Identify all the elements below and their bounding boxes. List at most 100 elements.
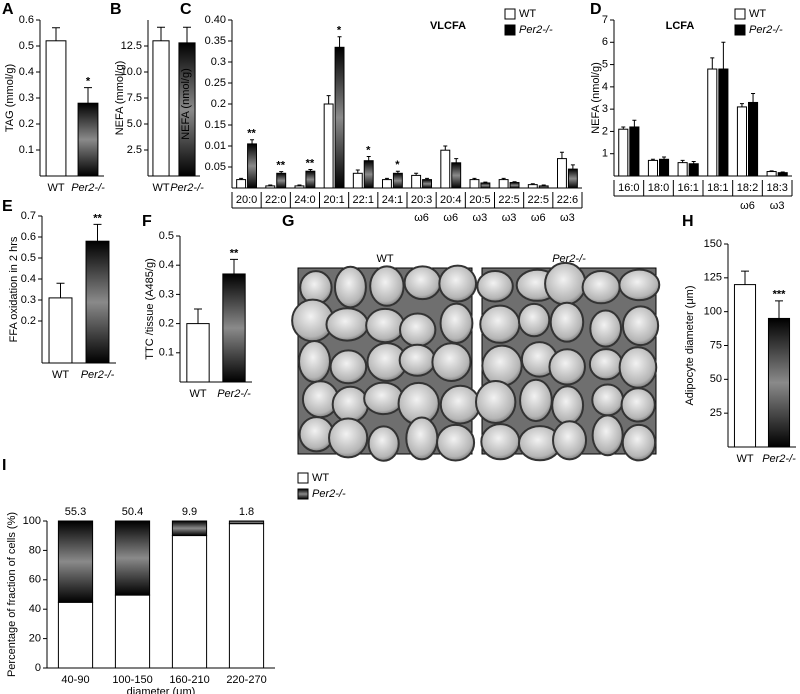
error-bar bbox=[326, 95, 331, 104]
panel-letter: B bbox=[110, 1, 122, 18]
y-axis-label: NEFA (mmol/g) bbox=[114, 61, 126, 136]
x-tick-label: 22:6 bbox=[557, 194, 578, 206]
bar bbox=[363, 160, 374, 189]
x-tick-label: 160-210 bbox=[169, 674, 209, 686]
x-tick-label: 22:5 bbox=[498, 194, 519, 206]
x-tick-note: ω3 bbox=[502, 212, 517, 224]
error-bar bbox=[230, 258, 238, 274]
error-bar bbox=[279, 171, 284, 174]
x-tick-label: WT bbox=[152, 182, 169, 194]
bar bbox=[718, 68, 729, 177]
cell bbox=[439, 302, 474, 344]
bar bbox=[736, 106, 747, 177]
x-tick-label: 18:0 bbox=[648, 182, 669, 194]
bar bbox=[236, 179, 247, 189]
x-tick-label: Per2-/- bbox=[217, 388, 251, 400]
y-tick-label: 60 bbox=[29, 574, 41, 586]
x-tick-label: 16:0 bbox=[618, 182, 639, 194]
x-tick-label: 20:3 bbox=[411, 194, 432, 206]
cell bbox=[328, 417, 369, 459]
error-bar bbox=[93, 223, 102, 242]
chart-title: LCFA bbox=[666, 20, 695, 32]
x-tick-label: 18:1 bbox=[707, 182, 728, 194]
error-bar bbox=[56, 282, 65, 298]
significance-mark: ** bbox=[247, 128, 256, 140]
cell bbox=[369, 265, 405, 307]
significance-mark: * bbox=[366, 144, 371, 156]
x-tick-label: 20:0 bbox=[236, 194, 257, 206]
error-bar bbox=[501, 177, 506, 180]
value-label: 55.3 bbox=[65, 506, 86, 518]
y-tick-label: 7 bbox=[602, 14, 608, 26]
y-tick-label: 100 bbox=[704, 306, 722, 318]
bar-segment bbox=[171, 520, 208, 537]
cell bbox=[517, 302, 551, 338]
y-axis-label: NEFA (nmol/g) bbox=[180, 68, 192, 140]
y-tick-label: 10.0 bbox=[121, 66, 142, 78]
bar bbox=[527, 184, 538, 189]
bar bbox=[294, 185, 305, 189]
y-tick-label: 80 bbox=[29, 544, 41, 556]
x-tick-label: 22:0 bbox=[265, 194, 286, 206]
y-tick-label: 3 bbox=[602, 103, 608, 115]
cell bbox=[618, 346, 658, 389]
y-tick-label: 50 bbox=[710, 373, 722, 385]
x-tick-label: WT bbox=[47, 182, 64, 194]
significance-mark: ** bbox=[93, 212, 102, 224]
value-label: 50.4 bbox=[122, 506, 143, 518]
bar-segment bbox=[57, 520, 94, 603]
legend-label: Per2-/- bbox=[749, 24, 783, 36]
legend-label: Per2-/- bbox=[312, 488, 346, 500]
significance-mark: ** bbox=[230, 247, 239, 259]
bar bbox=[352, 172, 363, 189]
significance-mark: * bbox=[395, 159, 400, 171]
x-tick-note: ω6 bbox=[740, 200, 755, 212]
x-tick-label: 40-90 bbox=[61, 674, 89, 686]
cell bbox=[367, 425, 400, 462]
y-axis-label: Percentage of fraction of cells (%) bbox=[6, 512, 18, 677]
error-bar bbox=[621, 126, 626, 130]
y-tick-label: 2 bbox=[602, 125, 608, 137]
error-bar bbox=[52, 27, 60, 41]
x-tick-label: 22:5 bbox=[528, 194, 549, 206]
bar bbox=[265, 185, 276, 189]
y-tick-label: 0.25 bbox=[205, 77, 226, 89]
significance-mark: * bbox=[337, 25, 342, 37]
error-bar bbox=[239, 177, 244, 180]
error-bar bbox=[472, 177, 477, 180]
y-tick-label: 0.5 bbox=[21, 252, 36, 264]
error-bar bbox=[530, 183, 535, 185]
y-tick-label: 0.01 bbox=[205, 140, 226, 152]
x-tick-note: ω6 bbox=[443, 212, 458, 224]
y-tick-label: 0.35 bbox=[205, 35, 226, 47]
y-tick-label: 0.7 bbox=[21, 210, 36, 222]
y-tick-label: 75 bbox=[710, 339, 722, 351]
x-tick-label: 24:0 bbox=[294, 194, 315, 206]
cell bbox=[399, 312, 437, 348]
error-bar bbox=[721, 41, 726, 70]
x-tick-label: WT bbox=[736, 453, 753, 465]
y-tick-label: 0.2 bbox=[159, 318, 174, 330]
bar bbox=[382, 179, 392, 189]
cell bbox=[621, 423, 657, 462]
cell bbox=[325, 307, 369, 342]
x-tick-label: Per2-/- bbox=[170, 182, 204, 194]
cell bbox=[365, 307, 406, 344]
bar bbox=[748, 101, 759, 177]
cell bbox=[398, 343, 437, 377]
bar bbox=[85, 240, 110, 364]
legend-swatch bbox=[734, 24, 746, 36]
cell bbox=[618, 268, 661, 302]
error-bar bbox=[297, 184, 302, 186]
error-bar bbox=[691, 161, 696, 164]
x-tick-note: ω3 bbox=[770, 200, 785, 212]
chart-title: VLCFA bbox=[430, 20, 466, 32]
panel-letter: D bbox=[590, 1, 602, 18]
bar bbox=[766, 171, 777, 177]
y-tick-label: 1 bbox=[602, 148, 608, 160]
legend-label: Per2-/- bbox=[519, 24, 553, 36]
bar bbox=[451, 162, 462, 189]
significance-mark: * bbox=[86, 76, 91, 88]
panel-letter: C bbox=[180, 1, 192, 18]
cell bbox=[329, 349, 368, 385]
